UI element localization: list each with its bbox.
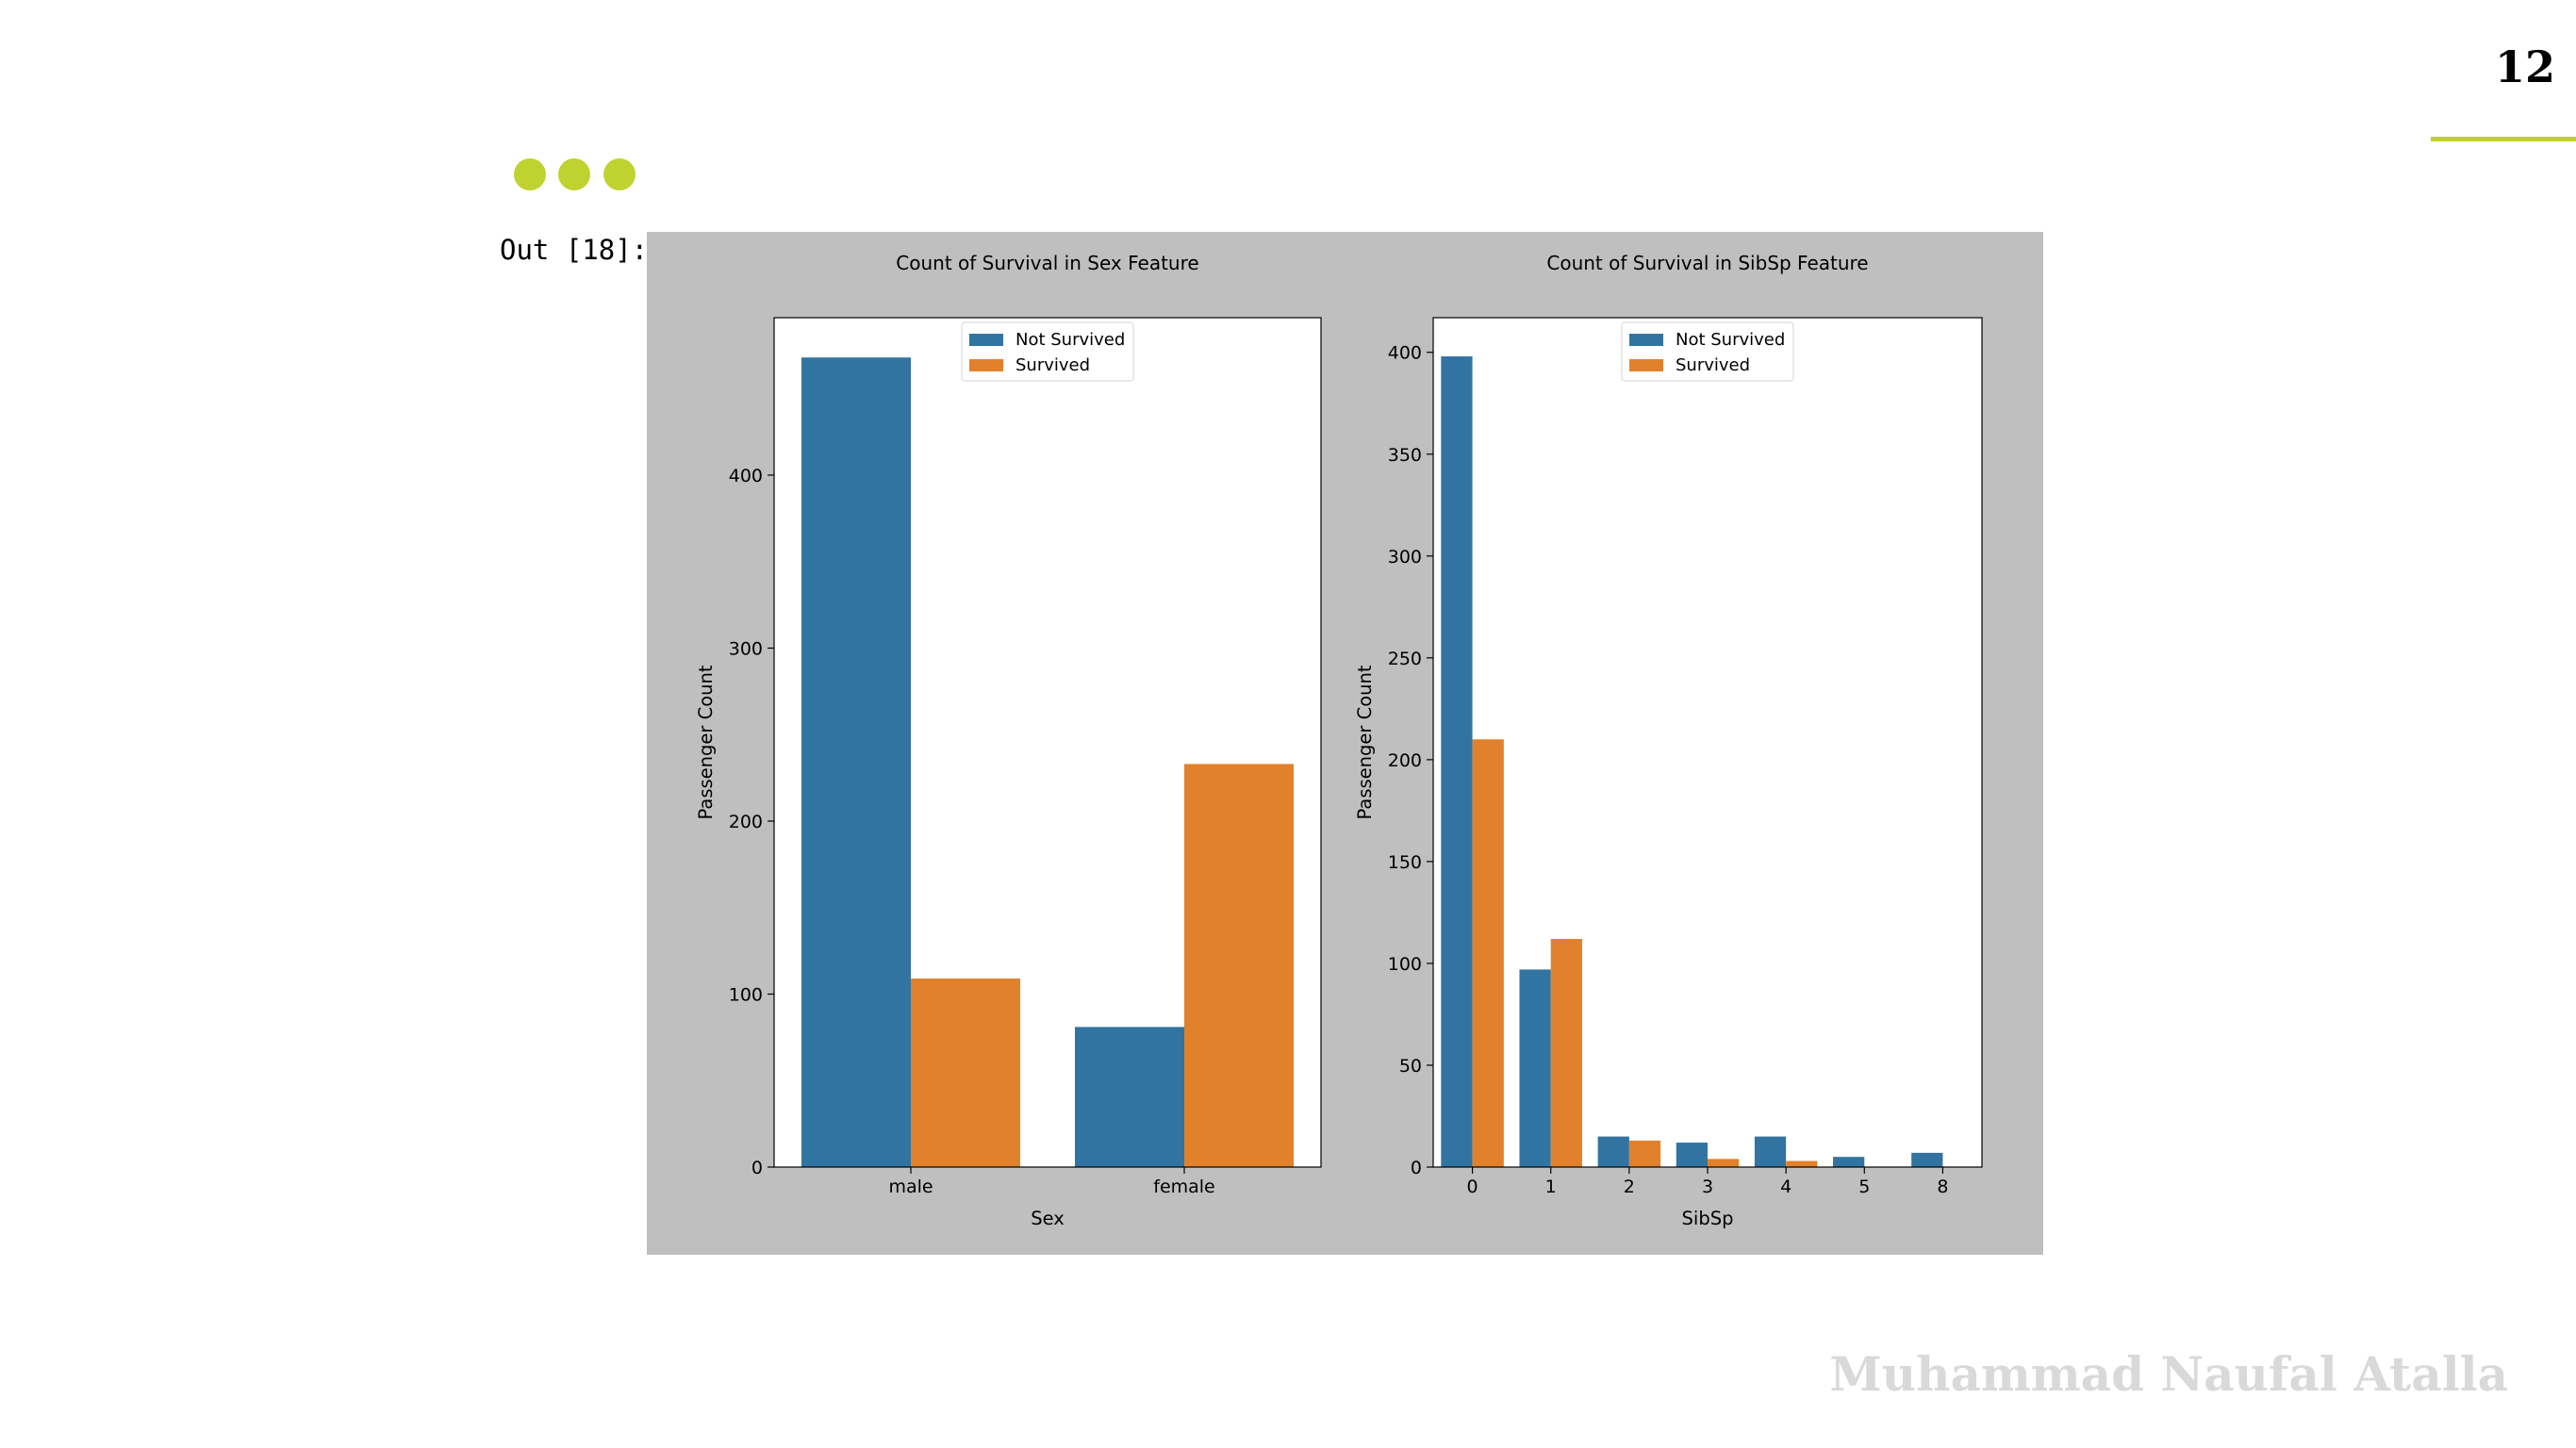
bar-survived-1: [1550, 939, 1582, 1167]
x-axis-label: SibSp: [1682, 1208, 1734, 1229]
legend-box: [961, 321, 1134, 382]
y-tick-label: 0: [1411, 1158, 1422, 1178]
legend-label: Not Survived: [1676, 330, 1785, 350]
x-tick-label: 8: [1937, 1176, 1948, 1197]
page-number: 12: [2494, 41, 2555, 92]
x-tick-label: 4: [1780, 1176, 1792, 1197]
author-watermark: Muhammad Naufal Atalla: [1829, 1346, 2508, 1402]
chart-panel-1: 0 100 200 300 400 male female Count of Survival…: [695, 252, 1322, 1229]
bar-not-survived-0: [1441, 356, 1473, 1168]
bar-survived-2: [1628, 1140, 1661, 1167]
x-tick-label: 3: [1702, 1176, 1713, 1197]
y-tick-label: 0: [751, 1158, 763, 1178]
chart-title: Count of Survival in Sex Feature: [896, 252, 1198, 274]
x-tick-label: 0: [1467, 1176, 1478, 1197]
y-tick-label: 250: [1388, 649, 1422, 669]
bar-survived-4: [1786, 1160, 1818, 1167]
plot-frame: [773, 317, 1322, 1168]
y-tick-label: 50: [1399, 1056, 1422, 1077]
y-tick-label: 400: [729, 466, 763, 486]
chart-figure: 0 100 200 300 400 male female Count of Survival…: [647, 232, 2043, 1255]
bar-survived-0: [1472, 739, 1504, 1167]
plot-area: [1433, 318, 1982, 1167]
y-tick-label: 200: [1388, 750, 1422, 771]
y-tick-label: 100: [729, 984, 763, 1005]
x-tick-label: 2: [1624, 1176, 1635, 1197]
decor-dot: [558, 158, 590, 190]
legend-swatch: [969, 359, 1003, 371]
bar-survived-female: [1184, 764, 1294, 1167]
bar-not-survived-3: [1676, 1143, 1708, 1167]
legend-box: [1621, 321, 1794, 382]
legend: Not Survived Survived: [1621, 321, 1794, 382]
y-tick-label: 100: [1388, 954, 1422, 975]
y-tick-label: 400: [1388, 343, 1422, 364]
x-tick-label: male: [888, 1176, 933, 1197]
bar-not-survived-1: [1519, 969, 1551, 1167]
decor-dot: [514, 158, 546, 190]
chart-panel-2: 0 50 100 150 200 250 300 350 400 0 1 2 3 4 5 8 Count of …: [1354, 252, 1983, 1229]
legend-label: Not Survived: [1016, 330, 1125, 350]
y-tick-label: 350: [1388, 445, 1422, 466]
y-axis-label: Passenger Count: [695, 665, 717, 819]
bar-not-survived-male: [801, 357, 911, 1167]
bar-not-survived-8: [1911, 1152, 1943, 1167]
chart-title: Count of Survival in SibSp Feature: [1546, 252, 1868, 274]
y-tick-label: 300: [729, 638, 763, 659]
x-tick-label: 5: [1858, 1176, 1870, 1197]
y-tick-label: 150: [1388, 852, 1422, 873]
legend-swatch: [969, 334, 1003, 346]
legend: Not Survived Survived: [961, 321, 1134, 382]
legend-label: Survived: [1016, 355, 1090, 375]
x-tick-label: female: [1153, 1176, 1215, 1197]
bar-survived-male: [911, 978, 1020, 1167]
bar-not-survived-4: [1754, 1136, 1787, 1167]
bar-survived-3: [1708, 1159, 1740, 1167]
output-prompt: Out [18]:: [500, 234, 649, 266]
bar-not-survived-5: [1833, 1157, 1865, 1167]
legend-swatch: [1629, 334, 1663, 346]
bar-not-survived-2: [1597, 1136, 1629, 1167]
legend-swatch: [1629, 359, 1663, 371]
bar-not-survived-female: [1075, 1027, 1184, 1167]
y-tick-label: 300: [1388, 547, 1422, 568]
y-axis-label: Passenger Count: [1354, 665, 1376, 819]
x-tick-label: 1: [1545, 1176, 1557, 1197]
decor-dot: [603, 158, 636, 190]
legend-label: Survived: [1676, 355, 1750, 375]
x-axis-label: Sex: [1031, 1208, 1065, 1229]
accent-line: [2431, 137, 2576, 141]
y-tick-label: 200: [729, 812, 763, 832]
